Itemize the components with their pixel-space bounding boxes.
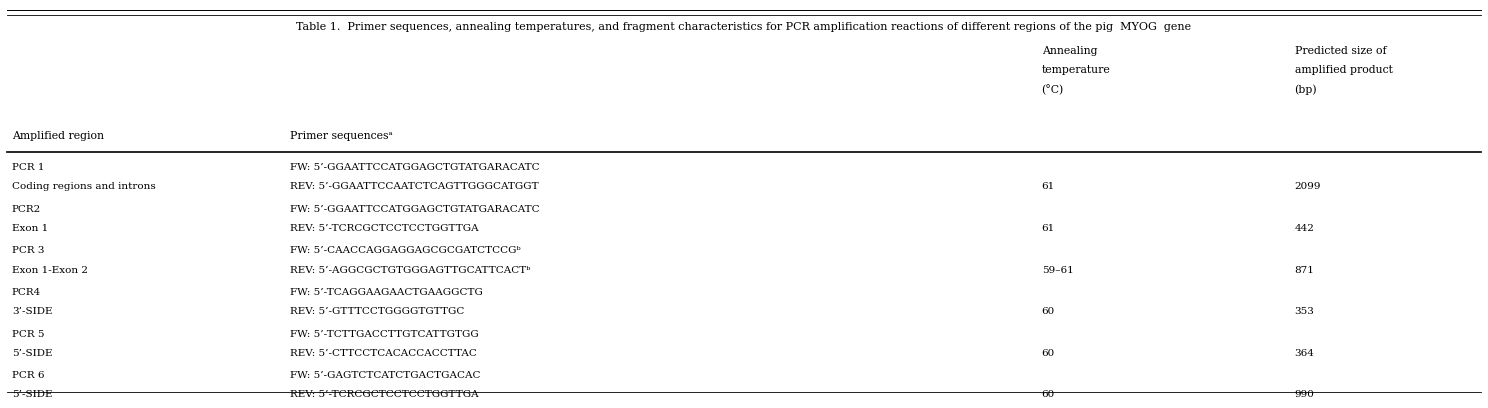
Text: 60: 60 (1042, 390, 1055, 399)
Text: REV: 5’-AGGCGCTGTGGGAGTTGCATTCACTᵇ: REV: 5’-AGGCGCTGTGGGAGTTGCATTCACTᵇ (290, 266, 531, 275)
Text: 990: 990 (1295, 390, 1314, 399)
Text: 871: 871 (1295, 266, 1314, 275)
Text: PCR4: PCR4 (12, 288, 42, 297)
Text: 3’-SIDE: 3’-SIDE (12, 307, 52, 316)
Text: FW: 5’-GGAATTCCATGGAGCTGTATGARACATC: FW: 5’-GGAATTCCATGGAGCTGTATGARACATC (290, 163, 540, 172)
Text: 59–61: 59–61 (1042, 266, 1073, 275)
Text: PCR2: PCR2 (12, 205, 42, 214)
Text: FW: 5’-TCAGGAAGAACTGAAGGCTG: FW: 5’-TCAGGAAGAACTGAAGGCTG (290, 288, 484, 297)
Text: Coding regions and introns: Coding regions and introns (12, 182, 156, 191)
Text: Amplified region: Amplified region (12, 131, 104, 141)
Text: 5’-SIDE: 5’-SIDE (12, 390, 52, 399)
Text: Exon 1: Exon 1 (12, 224, 48, 233)
Text: Annealing: Annealing (1042, 46, 1097, 56)
Text: PCR 1: PCR 1 (12, 163, 45, 172)
Text: REV: 5’-CTTCCTCACACCACCTTAC: REV: 5’-CTTCCTCACACCACCTTAC (290, 349, 478, 358)
Text: FW: 5’-CAACCAGGAGGAGCGCGATCTCCGᵇ: FW: 5’-CAACCAGGAGGAGCGCGATCTCCGᵇ (290, 246, 521, 255)
Text: 60: 60 (1042, 349, 1055, 358)
Text: 60: 60 (1042, 307, 1055, 316)
Text: amplified product: amplified product (1295, 65, 1393, 75)
Text: Primer sequencesᵃ: Primer sequencesᵃ (290, 131, 393, 141)
Text: temperature: temperature (1042, 65, 1110, 75)
Text: 442: 442 (1295, 224, 1314, 233)
Text: 2099: 2099 (1295, 182, 1321, 191)
Text: (°C): (°C) (1042, 85, 1064, 95)
Text: 353: 353 (1295, 307, 1314, 316)
Text: 5’-SIDE: 5’-SIDE (12, 349, 52, 358)
Text: PCR 6: PCR 6 (12, 371, 45, 380)
Text: FW: 5’-GAGTCTCATCTGACTGACAC: FW: 5’-GAGTCTCATCTGACTGACAC (290, 371, 481, 380)
Text: REV: 5’-GTTTCCTGGGGTGTTGC: REV: 5’-GTTTCCTGGGGTGTTGC (290, 307, 464, 316)
Text: REV: 5’-GGAATTCCAATCTCAGTTGGGCATGGT: REV: 5’-GGAATTCCAATCTCAGTTGGGCATGGT (290, 182, 539, 191)
Text: 364: 364 (1295, 349, 1314, 358)
Text: REV: 5’-TCRCGCTCCTCCTGGTTGA: REV: 5’-TCRCGCTCCTCCTGGTTGA (290, 224, 479, 233)
Text: FW: 5’-GGAATTCCATGGAGCTGTATGARACATC: FW: 5’-GGAATTCCATGGAGCTGTATGARACATC (290, 205, 540, 214)
Text: PCR 3: PCR 3 (12, 246, 45, 255)
Text: (bp): (bp) (1295, 85, 1317, 95)
Text: REV: 5’-TCRCGCTCCTCCTGGTTGA: REV: 5’-TCRCGCTCCTCCTGGTTGA (290, 390, 479, 399)
Text: FW: 5’-TCTTGACCTTGTCATTGTGG: FW: 5’-TCTTGACCTTGTCATTGTGG (290, 330, 479, 339)
Text: Predicted size of: Predicted size of (1295, 46, 1387, 56)
Text: Table 1.  Primer sequences, annealing temperatures, and fragment characteristics: Table 1. Primer sequences, annealing tem… (296, 22, 1192, 31)
Text: 61: 61 (1042, 182, 1055, 191)
Text: 61: 61 (1042, 224, 1055, 233)
Text: PCR 5: PCR 5 (12, 330, 45, 339)
Text: Exon 1-Exon 2: Exon 1-Exon 2 (12, 266, 88, 275)
